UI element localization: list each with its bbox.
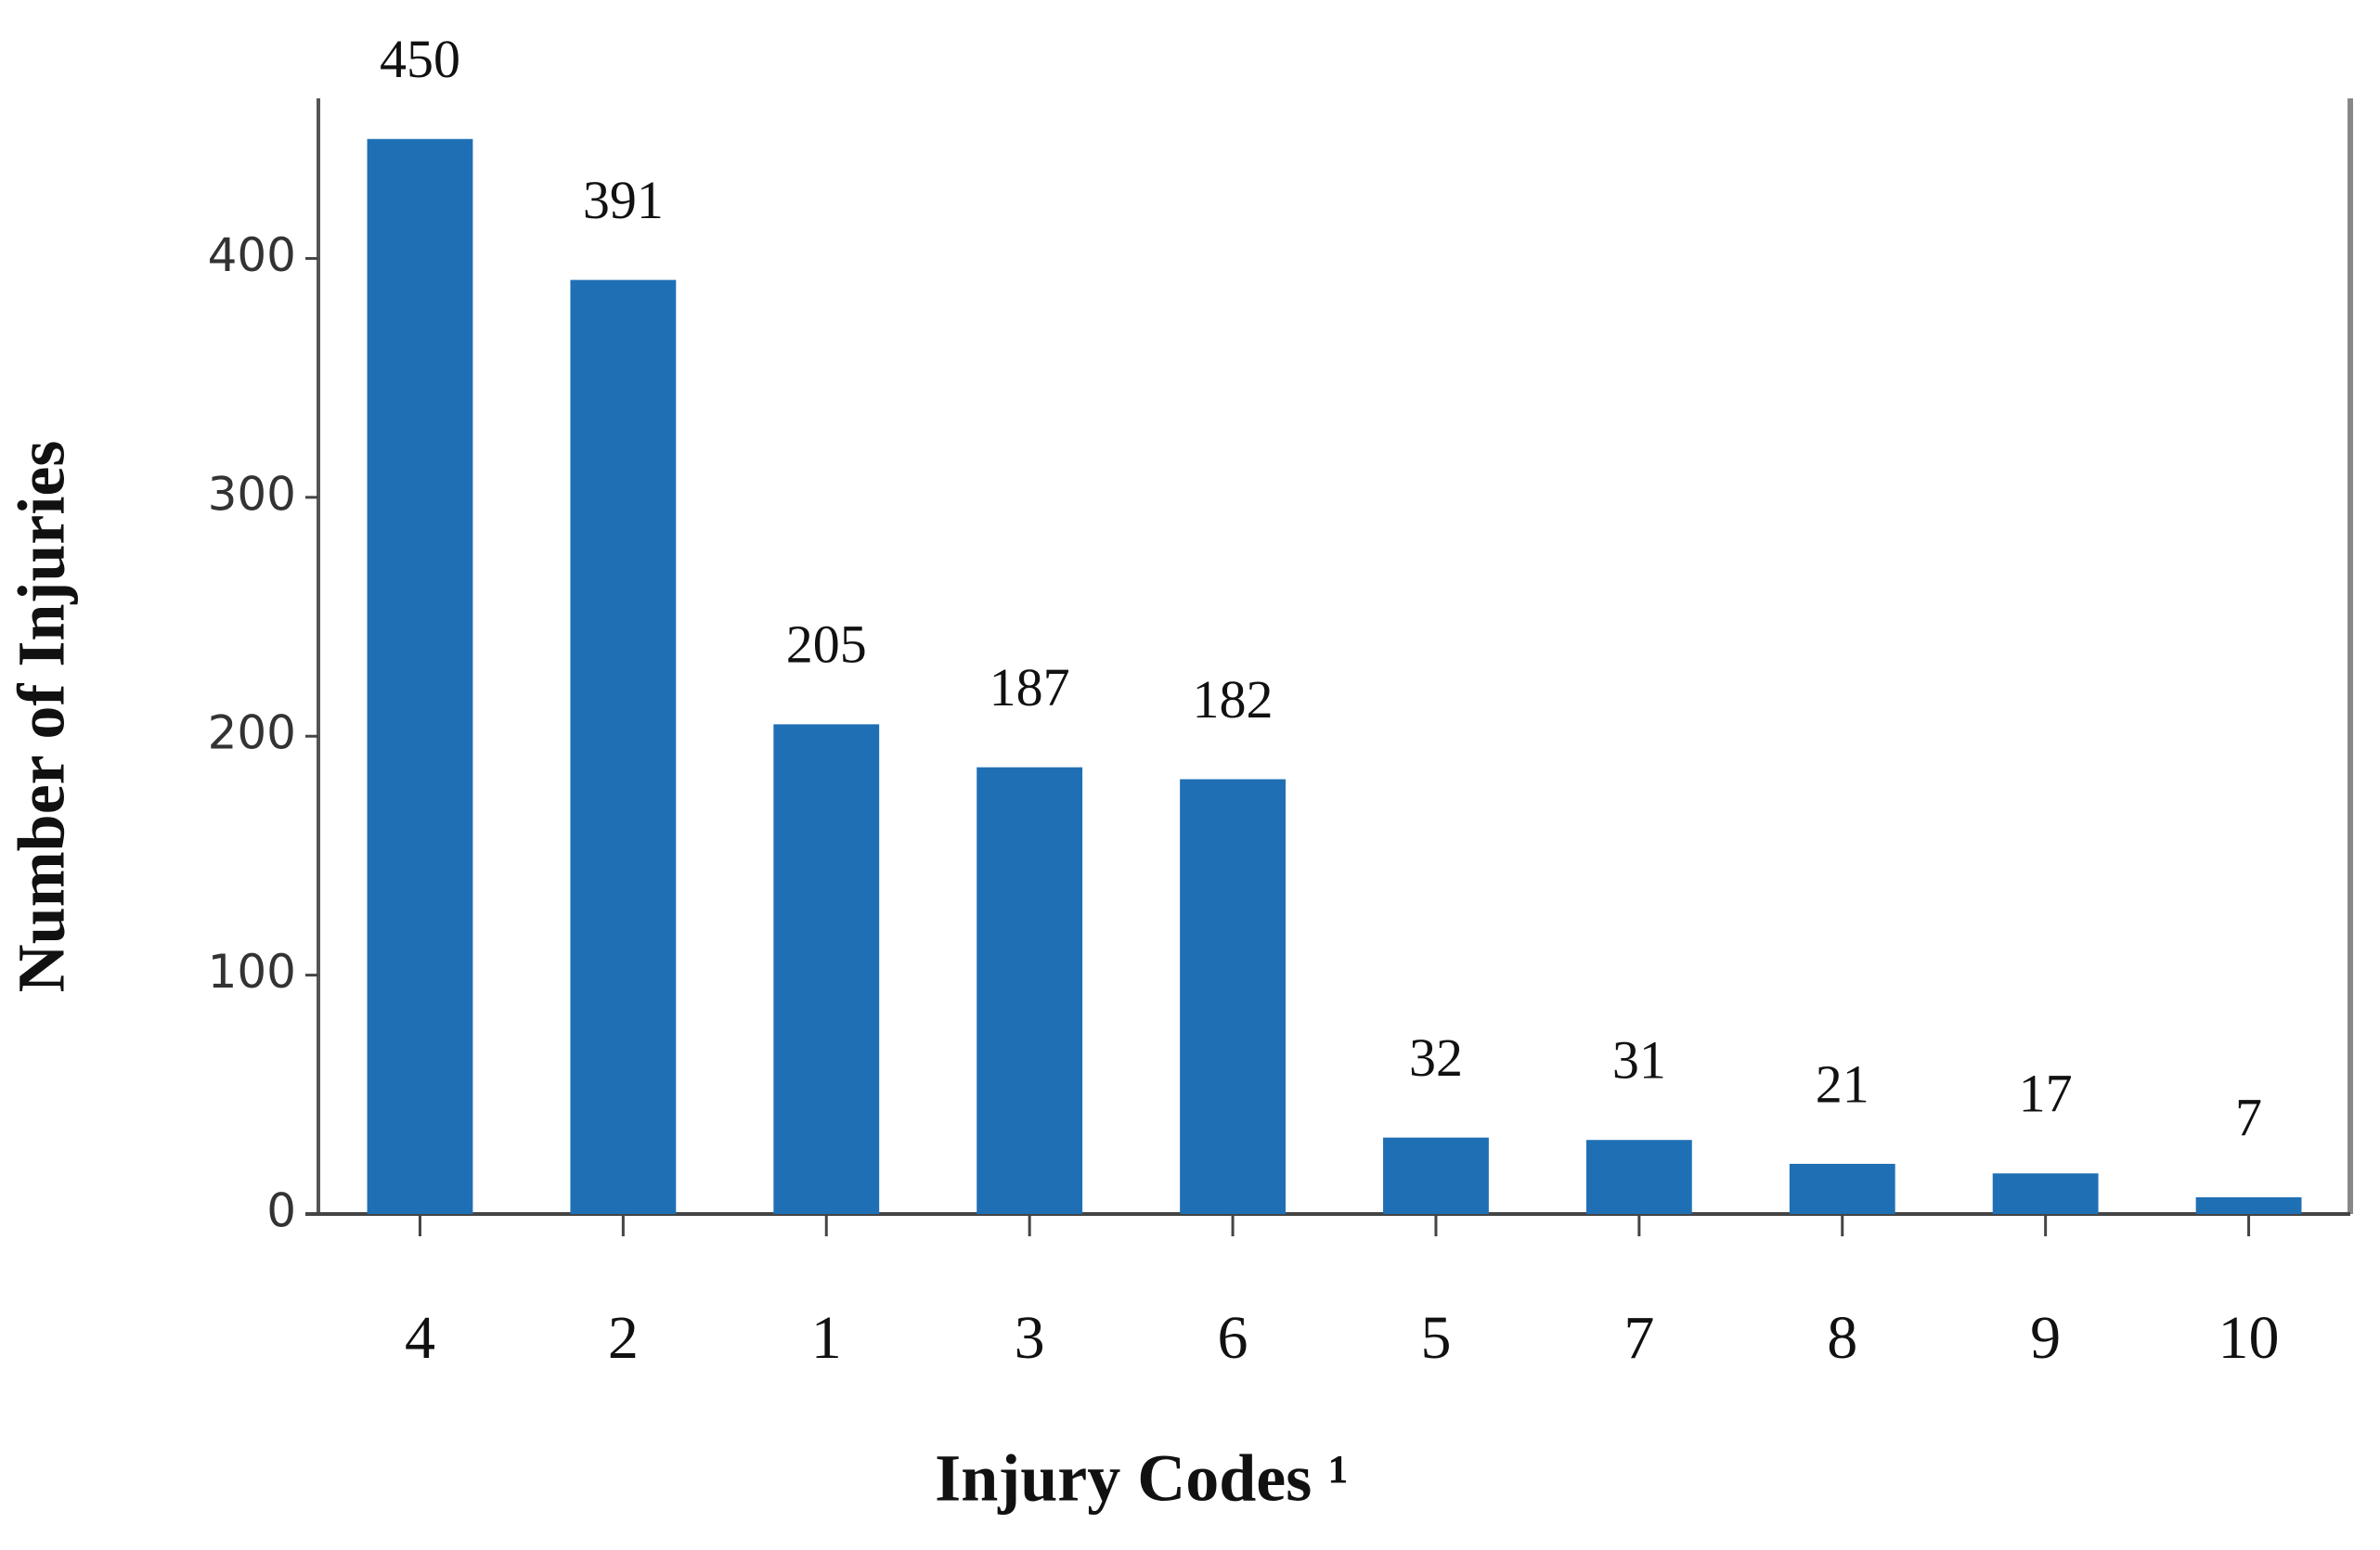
bar <box>1585 1140 1692 1214</box>
x-axis-title: Injury Codes ¹ <box>935 1441 1349 1516</box>
value-label: 31 <box>1612 1030 1666 1091</box>
x-tick-label: 6 <box>1218 1304 1248 1372</box>
bar <box>1383 1137 1489 1214</box>
value-label: 205 <box>786 614 867 675</box>
value-label: 187 <box>990 657 1070 717</box>
y-tick-label: 400 <box>208 228 296 282</box>
value-label: 17 <box>2019 1064 2073 1124</box>
bar <box>773 724 880 1214</box>
y-tick-label: 100 <box>208 945 296 999</box>
y-axis-title: Number of Injuries <box>5 441 79 993</box>
value-label: 182 <box>1193 669 1274 730</box>
value-label: 391 <box>583 170 664 230</box>
x-tick-label: 10 <box>2218 1304 2280 1372</box>
bar <box>977 767 1083 1214</box>
value-label: 450 <box>380 29 460 89</box>
x-tick-label: 2 <box>608 1304 639 1372</box>
x-tick-label: 9 <box>2030 1304 2061 1372</box>
bar <box>1789 1163 1895 1214</box>
x-tick-label: 4 <box>405 1304 435 1372</box>
bar <box>1180 779 1286 1214</box>
bar <box>570 279 677 1214</box>
y-tick-label: 0 <box>266 1184 296 1238</box>
y-tick-label: 300 <box>208 467 296 521</box>
value-label: 32 <box>1409 1027 1463 1088</box>
x-tick-label: 8 <box>1827 1304 1857 1372</box>
bar <box>1992 1173 2099 1214</box>
y-tick-label: 200 <box>208 706 296 760</box>
value-label: 21 <box>1816 1053 1869 1114</box>
bar <box>367 138 473 1215</box>
x-tick-label: 5 <box>1420 1304 1451 1372</box>
x-tick-label: 1 <box>811 1304 842 1372</box>
value-label: 7 <box>2235 1087 2262 1147</box>
x-tick-label: 3 <box>1015 1304 1045 1372</box>
x-tick-label: 7 <box>1623 1304 1654 1372</box>
bar <box>2195 1196 2302 1214</box>
